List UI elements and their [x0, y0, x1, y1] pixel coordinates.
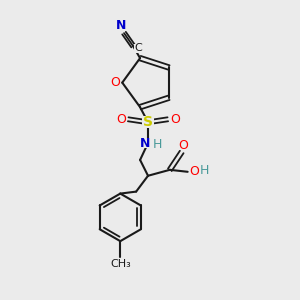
Bar — [170, 114, 180, 124]
Bar — [190, 167, 200, 177]
Bar — [110, 78, 120, 88]
Text: O: O — [110, 76, 120, 89]
Text: O: O — [170, 113, 180, 126]
Text: N: N — [140, 136, 150, 150]
Text: O: O — [190, 165, 200, 178]
Text: C: C — [134, 43, 142, 53]
Text: O: O — [116, 113, 126, 126]
Text: N: N — [116, 19, 126, 32]
Bar — [115, 19, 127, 31]
Bar — [134, 44, 142, 52]
Bar — [116, 114, 126, 124]
Text: H: H — [153, 138, 163, 151]
Bar — [110, 258, 130, 268]
Text: O: O — [179, 139, 189, 152]
Text: CH₃: CH₃ — [110, 259, 131, 269]
Bar — [179, 140, 189, 150]
Bar — [140, 138, 150, 148]
Text: H: H — [200, 164, 209, 177]
Text: S: S — [143, 115, 153, 129]
Bar — [142, 116, 154, 128]
